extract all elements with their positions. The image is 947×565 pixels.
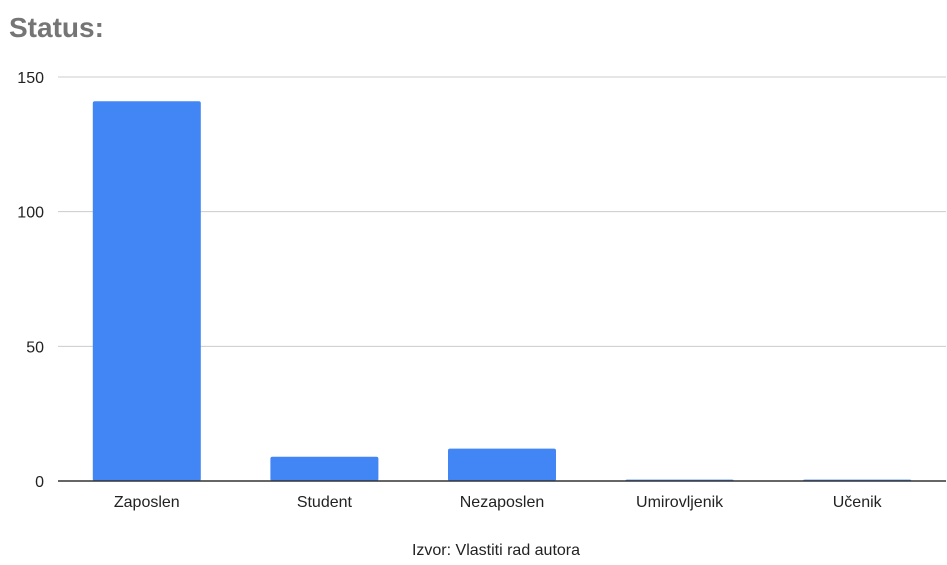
chart-title: Status: [9,12,104,43]
x-tick-label: Student [297,494,353,511]
x-tick-label: Nezaposlen [460,494,545,511]
category-labels: Zaposlen Student Nezaposlen Umirovljenik Uče… [114,494,883,511]
y-tick-label: 0 [35,474,44,491]
bar-student [270,456,379,481]
x-tick-label: Zaposlen [114,494,180,511]
x-tick-label: Umirovljenik [636,494,724,511]
source-note: Izvor: Vlastiti rad autora [412,542,580,559]
y-tick-label: 150 [17,70,44,87]
x-tick-label: Učenik [833,494,883,511]
bar-zaposlen [92,101,201,482]
bars [92,101,912,482]
y-tick-label: 100 [17,205,44,222]
y-tick-label: 50 [26,339,44,356]
y-tick-labels: 0 50 100 150 [17,70,44,491]
bar-nezaposlen [448,448,556,481]
gridlines [58,76,946,347]
